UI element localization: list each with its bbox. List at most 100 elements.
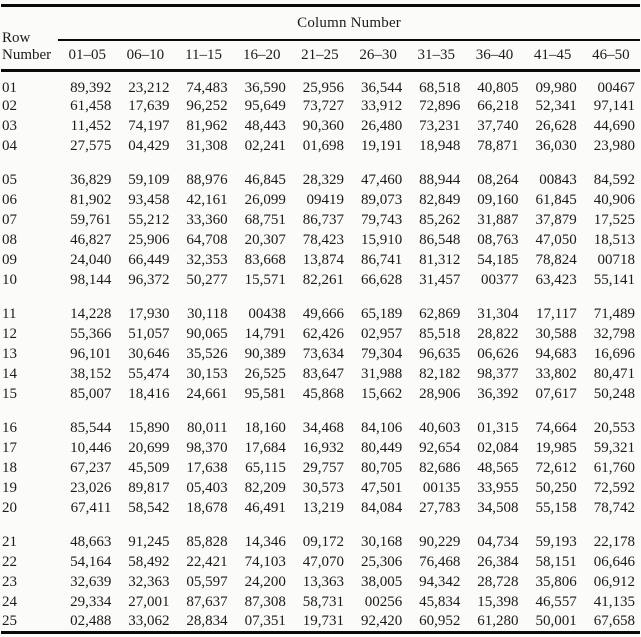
row-number: 17	[2, 440, 17, 456]
table-body: 01 89,392 23,212 74,483 36,590 25,956 36,544 68…	[1, 70, 640, 633]
random-number-cell: 90,389	[244, 346, 286, 362]
random-number-cell: 10,446	[70, 440, 112, 456]
table-row: 09 24,040 66,449 32,353 83,668 13,874 86,741 81…	[1, 251, 640, 271]
random-number-cell: 81,902	[70, 192, 112, 208]
random-number-cell: 15,571	[244, 272, 286, 288]
random-number-cell: 84,106	[360, 420, 403, 436]
random-number-cell: 00377	[481, 272, 519, 288]
row-number: 19	[2, 480, 17, 496]
random-number-cell: 00718	[597, 252, 636, 268]
row-number: 25	[2, 613, 17, 630]
random-number-cell: 17,638	[186, 460, 228, 476]
random-number-cell: 41,135	[593, 594, 635, 610]
random-number-cell: 66,449	[128, 252, 170, 268]
random-number-cell: 47,460	[360, 172, 403, 188]
random-number-cell: 26,525	[244, 366, 286, 382]
random-number-cell: 33,360	[186, 212, 228, 228]
random-number-cell: 02,084	[477, 440, 519, 456]
random-number-cell: 09419	[306, 192, 345, 208]
random-number-cell: 73,727	[302, 98, 345, 114]
random-number-cell: 81,962	[186, 118, 228, 134]
random-number-cell: 28,728	[477, 574, 519, 590]
column-range-header: 26–30	[359, 46, 397, 63]
random-number-cell: 46,557	[535, 594, 577, 610]
row-number: 14	[2, 366, 17, 382]
column-range-header: 16–20	[243, 46, 281, 63]
random-number-cell: 01,698	[302, 138, 345, 154]
random-number-cell: 30,118	[186, 306, 228, 322]
random-number-cell: 28,906	[419, 386, 461, 402]
random-number-cell: 30,153	[186, 366, 228, 382]
row-number: 06	[2, 192, 17, 208]
random-number-cell: 09,980	[535, 79, 577, 96]
random-number-cell: 50,277	[186, 272, 228, 288]
random-number-cell: 25,956	[302, 79, 345, 96]
random-number-cell: 97,141	[593, 98, 635, 114]
random-number-cell: 27,001	[128, 594, 170, 610]
column-range-header: 31–35	[417, 46, 456, 63]
random-number-cell: 06,626	[477, 346, 519, 362]
random-number-cell: 00438	[248, 306, 286, 322]
row-number: 10	[2, 272, 17, 288]
random-number-cell: 88,944	[419, 172, 461, 188]
random-number-cell: 24,040	[70, 252, 112, 268]
row-number: 21	[2, 534, 17, 550]
random-number-cell: 79,743	[360, 212, 403, 228]
random-number-cell: 15,910	[360, 232, 403, 248]
random-number-cell: 40,906	[593, 192, 635, 208]
random-number-cell: 37,740	[477, 118, 519, 134]
random-number-cell: 30,646	[128, 346, 170, 362]
random-number-cell: 19,191	[360, 138, 403, 154]
random-number-cell: 15,662	[360, 386, 403, 402]
random-number-cell: 14,228	[70, 306, 112, 322]
table-row: 02 61,458 17,639 96,252 95,649 73,727 33,912 72…	[1, 97, 640, 117]
row-number: 18	[2, 460, 17, 476]
table-row: 16 85,544 15,890 80,011 18,160 34,468 84,106 40…	[1, 419, 640, 439]
random-number-cell: 63,423	[535, 272, 577, 288]
random-number-cell: 20,699	[128, 440, 170, 456]
random-number-cell: 50,250	[535, 480, 577, 496]
random-number-cell: 58,151	[535, 554, 577, 570]
row-number: 09	[2, 252, 17, 268]
random-number-cell: 89,817	[128, 480, 170, 496]
random-number-cell: 02,488	[70, 613, 112, 630]
column-range-row: 01–05 06–10 11–15 16–20 21–25 26–30 31–35 36–40…	[1, 40, 640, 70]
random-number-cell: 78,824	[535, 252, 577, 268]
random-number-cell: 38,152	[70, 366, 112, 382]
random-number-cell: 67,411	[70, 500, 112, 516]
random-number-cell: 38,005	[360, 574, 403, 590]
random-number-cell: 15,398	[477, 594, 519, 610]
random-number-cell: 82,849	[419, 192, 461, 208]
random-number-cell: 00467	[597, 79, 636, 96]
random-number-cell: 59,193	[535, 534, 577, 550]
table-row: 13 96,101 30,646 35,526 90,389 73,634 79,304 96…	[1, 345, 640, 365]
random-number-cell: 61,760	[593, 460, 635, 476]
random-number-cell: 18,678	[186, 500, 228, 516]
random-number-cell: 16,696	[593, 346, 635, 362]
group-spacer	[1, 291, 640, 305]
random-number-cell: 28,822	[477, 326, 519, 342]
random-number-cell: 52,341	[535, 98, 577, 114]
random-number-cell: 55,366	[70, 326, 112, 342]
random-number-cell: 55,212	[128, 212, 170, 228]
random-number-cell: 80,011	[186, 420, 228, 436]
random-number-cell: 14,346	[244, 534, 286, 550]
table-row: 21 48,663 91,245 85,828 14,346 09,172 30,168 90…	[1, 533, 640, 553]
random-number-cell: 74,197	[128, 118, 170, 134]
random-number-cell: 83,647	[302, 366, 345, 382]
random-number-cell: 07,351	[244, 613, 286, 630]
table-row: 22 54,164 58,492 22,421 74,103 47,070 25,306 76…	[1, 553, 640, 573]
random-number-cell: 26,480	[360, 118, 403, 134]
row-header-line1: Row	[2, 29, 31, 46]
random-number-cell: 68,518	[419, 79, 461, 96]
random-number-cell: 06,912	[593, 574, 635, 590]
table-row: 03 11,452 74,197 81,962 48,443 90,360 26,480 73…	[1, 117, 640, 137]
random-number-cell: 17,639	[128, 98, 170, 114]
column-range-header: 36–40	[475, 46, 514, 63]
random-number-cell: 80,449	[360, 440, 403, 456]
random-number-cell: 95,581	[244, 386, 286, 402]
random-number-cell: 32,353	[186, 252, 228, 268]
random-number-cell: 35,526	[186, 346, 228, 362]
random-number-cell: 33,062	[128, 613, 170, 630]
random-number-cell: 67,237	[70, 460, 112, 476]
